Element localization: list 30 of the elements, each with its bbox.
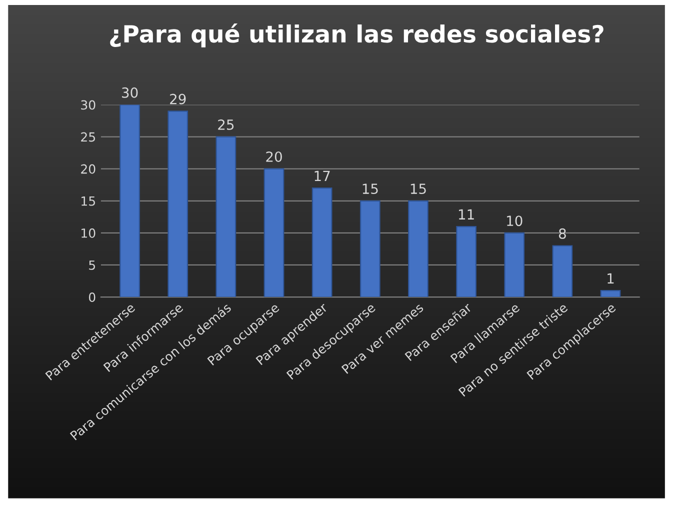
bar bbox=[360, 200, 380, 298]
chart-title: ¿Para qué utilizan las redes sociales? bbox=[110, 24, 604, 48]
y-tick-label: 25 bbox=[81, 132, 95, 142]
data-label: 17 bbox=[314, 170, 330, 182]
bar bbox=[264, 168, 284, 298]
bar bbox=[120, 104, 140, 298]
data-label: 25 bbox=[218, 119, 234, 130]
y-tick-label: 15 bbox=[82, 196, 95, 206]
data-label: 15 bbox=[362, 184, 378, 194]
data-label: 8 bbox=[558, 228, 566, 239]
data-label: 10 bbox=[507, 216, 522, 226]
bar bbox=[216, 136, 236, 298]
bar bbox=[456, 226, 476, 298]
data-label: 15 bbox=[410, 184, 426, 194]
y-tick-label: 0 bbox=[88, 292, 96, 302]
y-tick-label: 20 bbox=[81, 164, 96, 174]
data-label: 1 bbox=[608, 273, 614, 284]
y-tick-label: 10 bbox=[82, 228, 96, 238]
y-tick-label: 5 bbox=[89, 260, 95, 270]
data-label: 29 bbox=[170, 94, 186, 104]
bar bbox=[600, 290, 621, 298]
bar bbox=[504, 232, 525, 298]
data-label: 11 bbox=[458, 209, 474, 220]
bar bbox=[408, 200, 428, 298]
bar bbox=[312, 188, 332, 298]
data-label: 30 bbox=[122, 87, 138, 98]
y-tick-label: 30 bbox=[81, 100, 96, 110]
bar bbox=[552, 245, 573, 298]
bar bbox=[168, 110, 188, 298]
data-label: 20 bbox=[266, 151, 282, 162]
